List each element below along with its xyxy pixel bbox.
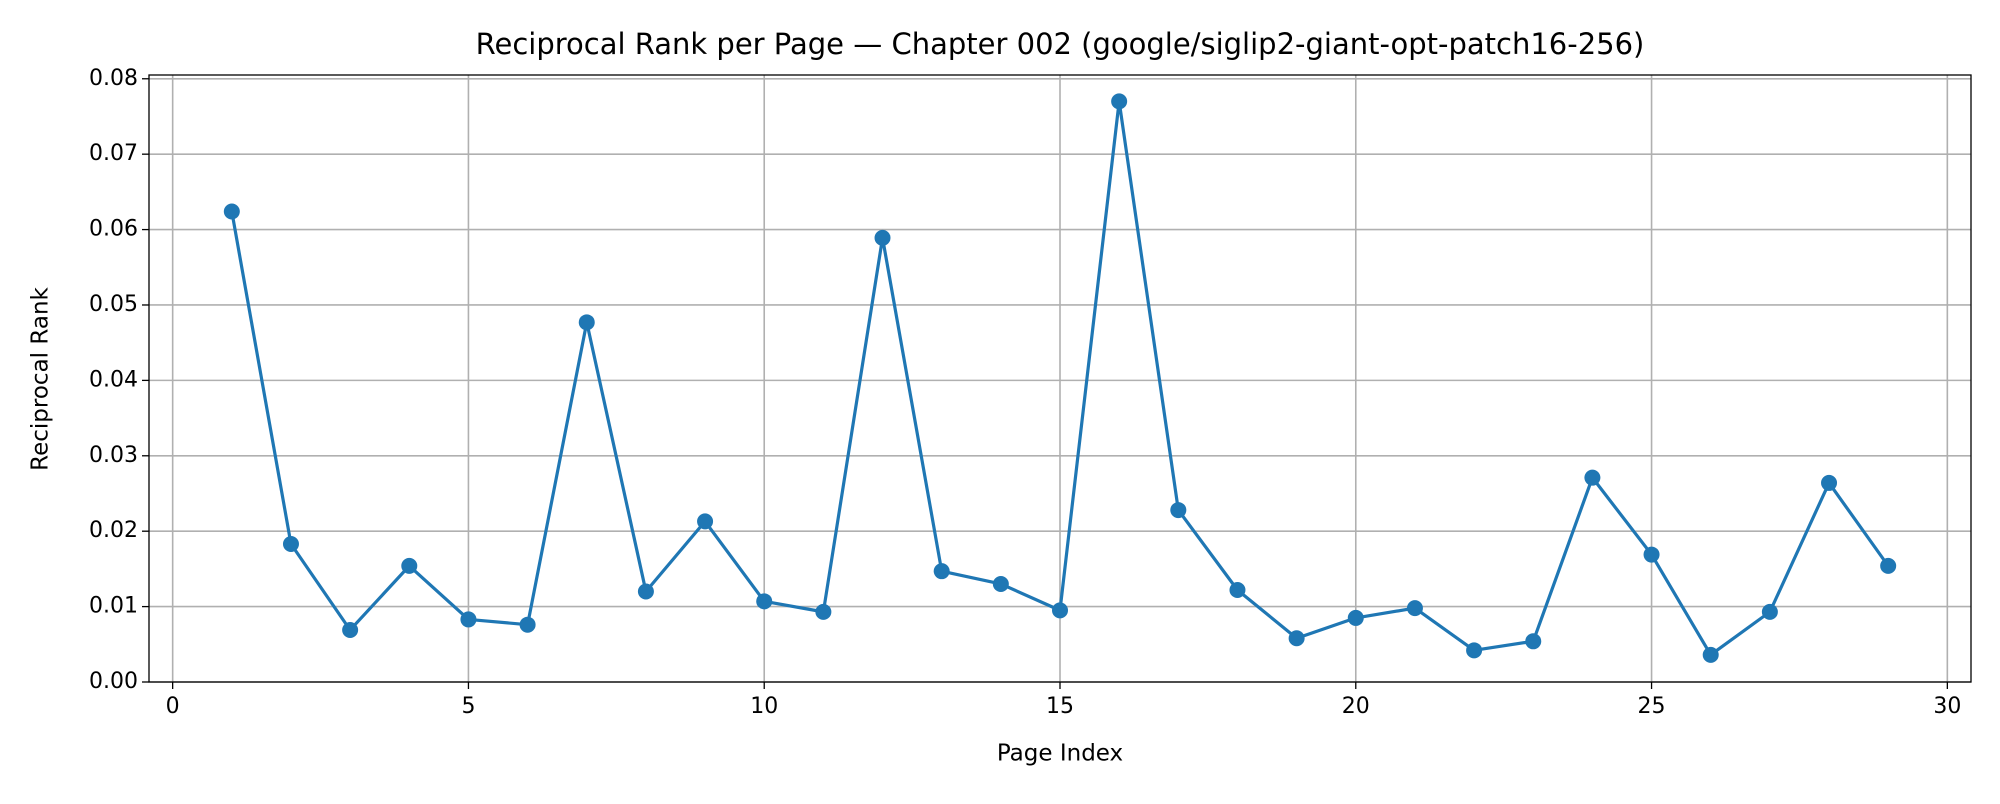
data-point xyxy=(933,563,950,580)
data-point xyxy=(460,611,477,628)
x-tick-label: 0 xyxy=(166,694,180,719)
data-point xyxy=(282,536,299,553)
data-point xyxy=(1584,469,1601,486)
data-point xyxy=(637,583,654,600)
data-point xyxy=(815,603,832,620)
data-point xyxy=(756,593,773,610)
data-point xyxy=(1406,600,1423,617)
y-tick-label: 0.00 xyxy=(89,669,138,694)
y-tick-label: 0.06 xyxy=(89,217,138,242)
data-point xyxy=(401,557,418,574)
data-point xyxy=(1643,546,1660,563)
y-tick-label: 0.05 xyxy=(89,292,138,317)
x-tick-label: 20 xyxy=(1342,694,1370,719)
data-point xyxy=(874,229,891,246)
data-point xyxy=(1288,630,1305,647)
y-tick-label: 0.07 xyxy=(89,141,138,166)
y-tick-label: 0.02 xyxy=(89,518,138,543)
x-tick-label: 10 xyxy=(750,694,778,719)
data-point xyxy=(1821,474,1838,491)
x-tick-label: 5 xyxy=(461,694,475,719)
data-point xyxy=(697,513,714,530)
data-point xyxy=(1880,557,1897,574)
data-point xyxy=(1761,603,1778,620)
data-point xyxy=(342,621,359,638)
data-point xyxy=(1702,646,1719,663)
data-point xyxy=(1347,609,1364,626)
y-tick-label: 0.01 xyxy=(89,594,138,619)
data-point xyxy=(223,203,240,220)
data-point xyxy=(578,314,595,331)
data-point xyxy=(1111,93,1128,110)
data-point xyxy=(1229,582,1246,599)
plot-frame xyxy=(148,74,1972,683)
x-tick-label: 15 xyxy=(1046,694,1074,719)
y-tick-label: 0.04 xyxy=(89,367,138,392)
y-tick-label: 0.08 xyxy=(89,66,138,91)
x-axis-label: Page Index xyxy=(997,741,1123,767)
y-axis-label: Reciprocal Rank xyxy=(28,286,54,470)
data-point xyxy=(992,575,1009,592)
data-point xyxy=(519,616,536,633)
data-point xyxy=(1052,602,1068,619)
x-tick-label: 30 xyxy=(1933,694,1961,719)
chart-title: Reciprocal Rank per Page — Chapter 002 (… xyxy=(476,27,1645,61)
data-point xyxy=(1170,502,1187,519)
y-tick-label: 0.03 xyxy=(89,443,138,468)
x-tick-label: 25 xyxy=(1638,694,1666,719)
data-point xyxy=(1466,642,1483,659)
data-point xyxy=(1525,633,1542,650)
